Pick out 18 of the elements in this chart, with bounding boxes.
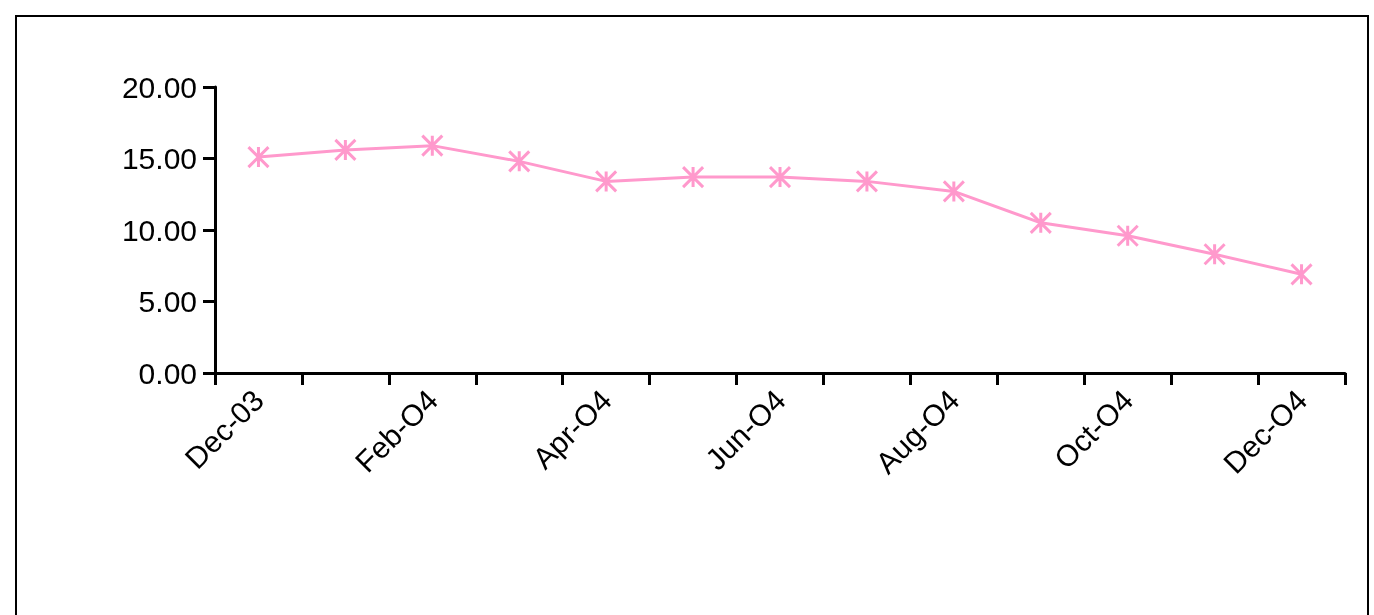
y-tick-label: 0.00 bbox=[138, 356, 197, 390]
point bbox=[507, 149, 531, 173]
point bbox=[246, 145, 270, 169]
point bbox=[942, 179, 966, 203]
point bbox=[1116, 224, 1140, 248]
y-tick-label: 20.00 bbox=[121, 70, 197, 104]
point bbox=[681, 165, 705, 189]
point bbox=[1290, 262, 1314, 286]
point bbox=[594, 169, 618, 193]
point bbox=[1029, 211, 1053, 235]
y-tick-label: 15.00 bbox=[121, 142, 197, 175]
point bbox=[333, 138, 357, 162]
point bbox=[855, 169, 879, 193]
point bbox=[768, 165, 792, 189]
point bbox=[420, 134, 444, 158]
point bbox=[1203, 242, 1227, 266]
y-tick-label: 10.00 bbox=[121, 213, 197, 247]
y-tick-label: 5.00 bbox=[138, 285, 197, 318]
